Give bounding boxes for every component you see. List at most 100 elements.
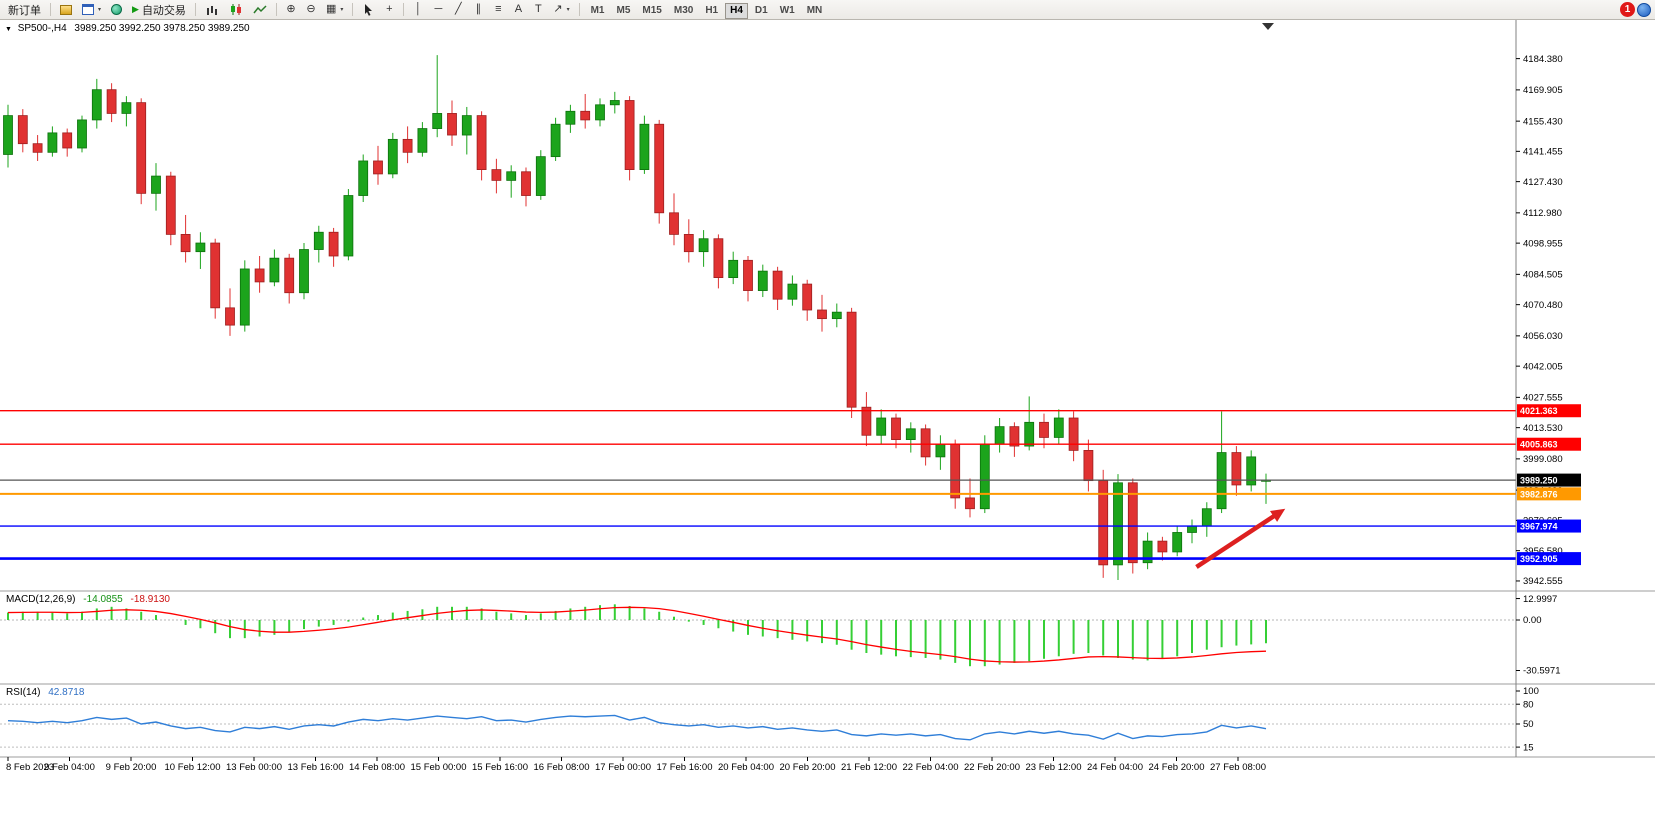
toolbar-separator <box>50 3 51 16</box>
svg-text:4169.905: 4169.905 <box>1523 85 1563 96</box>
ohlc-values: 3989.250 3992.250 3978.250 3989.250 <box>74 23 250 34</box>
horizontal-line-icon: ─ <box>434 3 443 15</box>
svg-text:0.00: 0.00 <box>1523 615 1542 626</box>
macd-pane: 12.9997 0.00 -30.5971 <box>0 594 1561 677</box>
svg-text:4021.363: 4021.363 <box>1520 406 1558 416</box>
dropdown-caret-icon: ▾ <box>98 7 102 13</box>
crosshair-icon: + <box>386 3 393 15</box>
svg-text:8 Feb 2023: 8 Feb 2023 <box>6 762 54 773</box>
channel-icon: ∥ <box>475 3 482 15</box>
new-chart-icon <box>82 4 94 15</box>
timeframe-MN[interactable]: MN <box>802 3 828 19</box>
svg-text:4184.380: 4184.380 <box>1523 54 1563 65</box>
timeframe-H1[interactable]: H1 <box>700 3 723 19</box>
cursor-button[interactable] <box>358 1 378 19</box>
svg-text:3942.555: 3942.555 <box>1523 576 1563 587</box>
trend-arrow-annotation[interactable] <box>1195 508 1286 569</box>
svg-text:4070.480: 4070.480 <box>1523 300 1563 311</box>
svg-text:4013.530: 4013.530 <box>1523 423 1563 434</box>
svg-text:4098.955: 4098.955 <box>1523 238 1563 249</box>
toolbar-separator <box>194 3 196 16</box>
symbol-period-label: SP500-,H4 <box>17 23 67 34</box>
zoom-in-button[interactable]: ⊕ <box>282 1 300 19</box>
timeframe-D1[interactable]: D1 <box>750 3 773 19</box>
market-watch-icon <box>60 4 72 15</box>
tile-windows-button[interactable]: ▦ ▾ <box>322 1 347 19</box>
cursor-icon <box>365 4 373 16</box>
zoom-out-icon: ⊖ <box>306 3 316 15</box>
ohlc-collapse-icon[interactable]: ▼ <box>5 26 12 33</box>
navigator-button[interactable] <box>107 1 126 19</box>
svg-text:4027.555: 4027.555 <box>1523 393 1563 404</box>
svg-text:13 Feb 16:00: 13 Feb 16:00 <box>288 762 344 773</box>
notifications-badge[interactable]: 1 <box>1620 2 1635 17</box>
navigator-icon <box>111 4 123 15</box>
svg-text:3967.974: 3967.974 <box>1520 522 1558 532</box>
dropdown-caret-icon: ▾ <box>340 7 344 13</box>
text-icon: A <box>514 3 523 15</box>
price-tag <box>1517 404 1581 418</box>
play-icon: ▶ <box>132 4 139 14</box>
new-chart-button[interactable]: ▾ <box>78 1 105 19</box>
svg-text:17 Feb 00:00: 17 Feb 00:00 <box>595 762 651 773</box>
label-icon: T <box>534 3 542 15</box>
vertical-line-button[interactable]: │ <box>409 1 427 19</box>
horizontal-line-button[interactable]: ─ <box>429 1 447 19</box>
horizontal-line-objects[interactable] <box>0 410 1516 560</box>
zoom-out-button[interactable]: ⊖ <box>302 1 320 19</box>
candlesticks-button[interactable] <box>225 1 247 19</box>
toolbar: 新订单 ▾ ▶ 自动交易 ⊕ ⊖ ▦ ▾ <box>0 0 1655 20</box>
toolbar-separator <box>352 3 354 16</box>
timeframe-M1[interactable]: M1 <box>586 3 610 19</box>
crosshair-button[interactable]: + <box>380 1 398 19</box>
svg-text:24 Feb 04:00: 24 Feb 04:00 <box>1087 762 1143 773</box>
zoom-in-icon: ⊕ <box>286 3 296 15</box>
svg-text:14 Feb 08:00: 14 Feb 08:00 <box>349 762 405 773</box>
svg-text:4005.863: 4005.863 <box>1520 440 1558 450</box>
svg-text:21 Feb 12:00: 21 Feb 12:00 <box>841 762 897 773</box>
rsi-value: 42.8718 <box>48 687 85 698</box>
svg-text:20 Feb 20:00: 20 Feb 20:00 <box>780 762 836 773</box>
timeframe-M5[interactable]: M5 <box>612 3 636 19</box>
trendline-button[interactable]: ╱ <box>449 1 467 19</box>
svg-text:4056.030: 4056.030 <box>1523 331 1563 342</box>
bars-chart-button[interactable] <box>201 1 223 19</box>
svg-text:23 Feb 12:00: 23 Feb 12:00 <box>1026 762 1082 773</box>
fibonacci-button[interactable]: ≡ <box>489 1 507 19</box>
svg-text:15 Feb 00:00: 15 Feb 00:00 <box>411 762 467 773</box>
price-tag <box>1517 487 1581 501</box>
price-tag <box>1517 552 1581 566</box>
timeframe-buttons: M1 M5 M15 M30 H1 H4 D1 W1 MN <box>585 0 829 19</box>
timeframe-M30[interactable]: M30 <box>669 3 698 19</box>
timeframe-W1[interactable]: W1 <box>775 3 800 19</box>
label-button[interactable]: T <box>529 1 547 19</box>
tile-windows-icon: ▦ <box>325 3 337 15</box>
arrows-button[interactable]: ↗ ▾ <box>549 1 573 19</box>
candlestick-series <box>3 55 1271 580</box>
market-watch-button[interactable] <box>56 1 76 19</box>
svg-text:3952.905: 3952.905 <box>1520 554 1558 564</box>
svg-text:15: 15 <box>1523 742 1534 753</box>
svg-text:4042.005: 4042.005 <box>1523 361 1563 372</box>
line-chart-button[interactable] <box>249 1 271 19</box>
svg-text:10 Feb 12:00: 10 Feb 12:00 <box>165 762 221 773</box>
svg-text:4112.980: 4112.980 <box>1523 208 1562 219</box>
candlesticks-icon <box>230 4 241 15</box>
price-tags[interactable]: 4021.363 4005.863 3989.250 3982.876 3967.974… <box>1517 404 1581 566</box>
svg-text:16 Feb 08:00: 16 Feb 08:00 <box>534 762 590 773</box>
line-chart-icon <box>253 4 267 13</box>
auto-trading-button[interactable]: ▶ 自动交易 <box>128 1 190 19</box>
price-axis[interactable]: 4184.380 4169.905 4155.430 4141.455 4127.430… <box>1516 54 1563 587</box>
chart-title: ▼ SP500-,H4 3989.250 3992.250 3978.250 3… <box>5 23 250 34</box>
community-icon[interactable] <box>1637 2 1651 17</box>
svg-text:12.9997: 12.9997 <box>1523 594 1557 605</box>
chart-shift-marker-icon[interactable] <box>1262 23 1274 30</box>
text-button[interactable]: A <box>509 1 527 19</box>
channel-button[interactable]: ∥ <box>469 1 487 19</box>
new-order-button[interactable]: 新订单 <box>4 1 45 19</box>
chart-canvas[interactable]: 4184.380 4169.905 4155.430 4141.455 4127.430… <box>0 20 1655 822</box>
timeframe-M15[interactable]: M15 <box>637 3 666 19</box>
timeframe-H4[interactable]: H4 <box>725 2 748 19</box>
rsi-indicator-label: RSI(14) 42.8718 <box>6 687 84 698</box>
